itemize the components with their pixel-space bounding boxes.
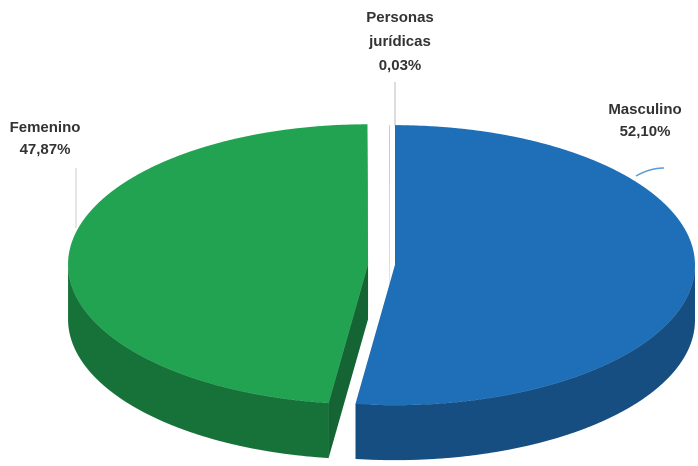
slice-side	[68, 264, 329, 459]
slice-side	[355, 265, 695, 461]
leader-line	[635, 167, 665, 177]
pie-slice	[355, 125, 695, 406]
slice-cut-face	[389, 125, 390, 321]
slice-label: Femenino	[10, 119, 81, 136]
slice-value-label: 47,87%	[20, 141, 71, 158]
pie-slice	[389, 125, 390, 265]
slice-label: Personas jurídicas	[366, 9, 434, 50]
slice-label: Masculino	[608, 101, 681, 118]
pie-slice	[68, 124, 369, 404]
slice-value-label: 52,10%	[620, 123, 671, 140]
slice-value-label: 0,03%	[379, 57, 422, 74]
slice-cut-face	[328, 264, 369, 459]
